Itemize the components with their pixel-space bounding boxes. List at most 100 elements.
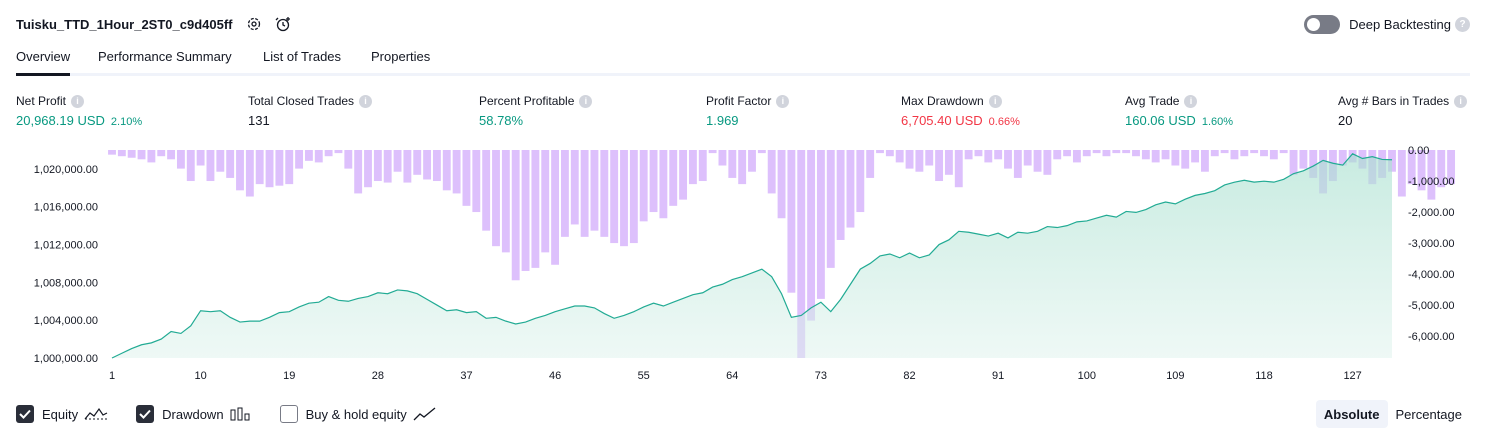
- drawdown-bar: [767, 150, 776, 194]
- metrics-row: Net Profit i 20,968.19 USD 2.10% Total Clo…: [0, 93, 1486, 133]
- x-axis-tick: 127: [1343, 370, 1361, 382]
- drawdown-bar: [974, 150, 983, 157]
- metric-value: 6,705.40 USD: [901, 113, 983, 128]
- x-axis-tick: 73: [815, 370, 827, 382]
- drawdown-bar: [669, 150, 678, 206]
- drawdown-bar: [777, 150, 786, 219]
- legend-label: Equity: [42, 406, 79, 422]
- info-icon[interactable]: i: [988, 94, 1002, 108]
- drawdown-bar: [275, 150, 284, 186]
- drawdown-bar: [511, 150, 520, 281]
- info-icon[interactable]: i: [776, 94, 790, 108]
- metric-percent: 2.10%: [110, 116, 143, 128]
- drawdown-bar: [728, 150, 737, 178]
- drawdown-bar: [787, 150, 796, 293]
- x-axis-tick: 1: [109, 370, 115, 382]
- drawdown-bar: [1289, 150, 1298, 175]
- drawdown-bar: [1191, 150, 1200, 163]
- metric-avg-bars: Avg # Bars in Trades i 20: [1338, 93, 1468, 128]
- drawdown-bar: [1053, 150, 1062, 160]
- right-axis-tick: 0.00: [1408, 145, 1429, 157]
- metric-net-profit: Net Profit i 20,968.19 USD 2.10%: [16, 93, 142, 128]
- tab-overview[interactable]: Overview: [16, 49, 71, 76]
- drawdown-bar: [295, 150, 304, 169]
- drawdown-bar: [324, 150, 333, 157]
- drawdown-bar: [816, 150, 825, 299]
- info-icon[interactable]: i: [1454, 94, 1468, 108]
- drawdown-bar: [590, 150, 599, 231]
- drawdown-bar: [137, 150, 146, 160]
- drawdown-bar: [423, 150, 432, 180]
- absolute-button[interactable]: Absolute: [1315, 400, 1388, 428]
- drawdown-bar: [826, 150, 835, 268]
- legend-buy-hold[interactable]: Buy & hold equity: [279, 405, 437, 423]
- buy-hold-checkbox[interactable]: [279, 405, 298, 423]
- drawdown-bar: [876, 150, 884, 154]
- tab-list-of-trades[interactable]: List of Trades: [263, 49, 342, 64]
- report-tabs: Overview Performance Summary List of Tra…: [16, 44, 1470, 76]
- info-icon[interactable]: i: [579, 94, 593, 108]
- help-icon[interactable]: ?: [1455, 16, 1470, 32]
- equity-checkbox[interactable]: [16, 405, 34, 423]
- info-icon[interactable]: i: [71, 94, 85, 108]
- tab-performance-summary[interactable]: Performance Summary: [98, 49, 232, 64]
- drawdown-bar: [403, 150, 412, 183]
- settings-icon[interactable]: [245, 15, 263, 33]
- drawdown-bar: [501, 150, 510, 253]
- drawdown-bar: [1427, 150, 1436, 200]
- right-axis-tick: -1,000.00: [1408, 176, 1454, 188]
- x-axis-tick: 37: [460, 370, 472, 382]
- drawdown-bar: [1260, 150, 1268, 157]
- drawdown-bar: [1240, 150, 1249, 157]
- drawdown-bar: [236, 150, 244, 191]
- add-alert-icon[interactable]: [275, 15, 293, 33]
- metric-value: 20,968.19 USD: [16, 113, 105, 128]
- equity-line: [111, 153, 1393, 359]
- equity-drawdown-chart[interactable]: 1,020,000.00 1,016,000.00 1,012,000.00 1,00…: [0, 140, 1486, 390]
- drawdown-bar: [708, 150, 717, 154]
- drawdown-bars-icon: [230, 407, 252, 421]
- tab-properties[interactable]: Properties: [371, 49, 431, 64]
- drawdown-bar: [1230, 150, 1239, 160]
- drawdown-bar: [245, 150, 254, 197]
- drawdown-bar: [1220, 150, 1229, 154]
- drawdown-bar: [383, 150, 392, 183]
- drawdown-bar: [265, 150, 274, 188]
- drawdown-bar: [354, 150, 363, 194]
- drawdown-bar: [866, 150, 875, 178]
- drawdown-bar: [393, 150, 402, 172]
- drawdown-bar: [334, 150, 343, 154]
- drawdown-bar: [304, 150, 313, 161]
- drawdown-bar: [1033, 150, 1042, 172]
- legend-equity[interactable]: Equity: [16, 405, 108, 423]
- drawdown-checkbox[interactable]: [136, 405, 155, 423]
- deep-backtesting-toggle[interactable]: [1304, 14, 1341, 34]
- drawdown-bar: [541, 150, 550, 253]
- left-axis-tick: 1,016,000.00: [34, 202, 98, 214]
- metric-label: Total Closed Trades: [248, 94, 355, 108]
- info-icon[interactable]: i: [359, 94, 373, 108]
- left-axis-tick: 1,012,000.00: [34, 240, 98, 252]
- drawdown-bar: [117, 150, 126, 157]
- drawdown-bar: [679, 150, 688, 200]
- strategy-title: Tuisku_TTD_1Hour_2ST0_c9d405ff: [16, 16, 233, 32]
- drawdown-bar: [551, 150, 560, 265]
- drawdown-bar: [885, 150, 894, 157]
- x-axis-tick: 55: [638, 370, 650, 382]
- drawdown-bar: [836, 150, 845, 240]
- left-axis-tick: 1,004,000.00: [34, 315, 98, 327]
- drawdown-bar: [1141, 150, 1150, 160]
- drawdown-bar: [442, 150, 451, 191]
- drawdown-bar: [1447, 150, 1456, 185]
- drawdown-bar: [1171, 150, 1180, 166]
- percentage-button[interactable]: Percentage: [1395, 406, 1463, 422]
- right-axis-tick: -5,000.00: [1408, 300, 1454, 312]
- legend-drawdown[interactable]: Drawdown: [136, 405, 251, 423]
- info-icon[interactable]: i: [1184, 94, 1198, 108]
- drawdown-bar: [570, 150, 579, 225]
- drawdown-bar: [127, 150, 136, 158]
- drawdown-bar: [157, 150, 166, 157]
- drawdown-bar: [1437, 150, 1446, 188]
- drawdown-bar: [413, 150, 422, 175]
- drawdown-bar: [1151, 150, 1160, 163]
